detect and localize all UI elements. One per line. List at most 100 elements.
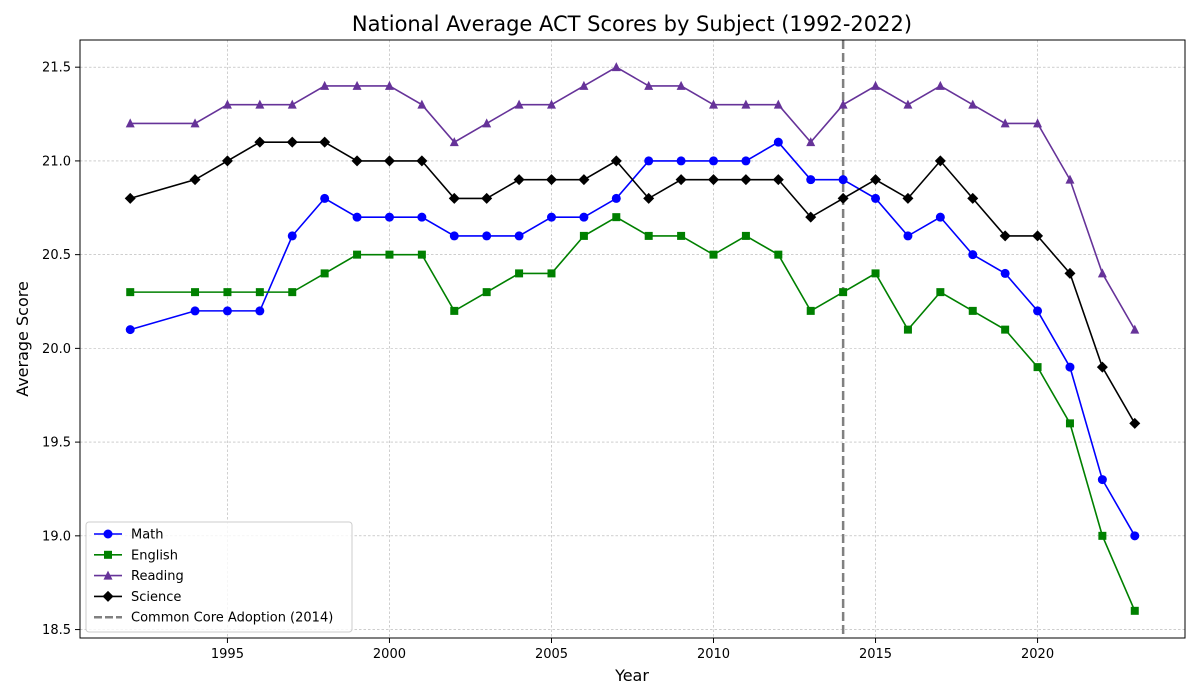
- science-point: [319, 136, 331, 148]
- legend-science-label: Science: [131, 590, 181, 605]
- reading-point: [255, 99, 265, 109]
- science-point: [254, 136, 266, 148]
- science-point: [675, 174, 687, 186]
- x-tick-label: 2000: [373, 647, 406, 662]
- english-point: [353, 250, 362, 259]
- math-point: [352, 212, 362, 222]
- legend-english-marker: [104, 550, 112, 559]
- reading-series: [125, 62, 1140, 334]
- reading-point: [222, 99, 232, 109]
- math-point: [935, 212, 945, 222]
- reading-point: [352, 80, 362, 90]
- english-point: [677, 231, 686, 240]
- english-point: [547, 269, 556, 278]
- math-point: [546, 212, 556, 222]
- science-point: [643, 192, 655, 204]
- y-tick-label: 19.0: [42, 529, 71, 544]
- math-point: [1097, 475, 1107, 485]
- english-point: [839, 288, 848, 297]
- reading-point: [417, 99, 427, 109]
- math-point: [709, 156, 719, 166]
- science-point: [837, 192, 849, 204]
- reading-point: [903, 99, 913, 109]
- legend-math-label: Math: [131, 528, 164, 543]
- english-point: [126, 288, 135, 297]
- math-series: [125, 137, 1140, 541]
- reading-point: [871, 80, 881, 90]
- y-tick-label: 21.0: [42, 154, 71, 169]
- y-axis-label: Average Score: [13, 281, 32, 397]
- english-point: [871, 269, 880, 278]
- grid-lines: [80, 40, 1185, 638]
- science-point: [870, 174, 882, 186]
- reading-line: [130, 66, 1136, 331]
- science-point: [351, 155, 363, 167]
- math-line: [130, 141, 1136, 537]
- reading-point: [1065, 174, 1075, 184]
- reading-point: [320, 80, 330, 90]
- science-point: [967, 192, 979, 204]
- reading-point: [968, 99, 978, 109]
- math-point: [579, 212, 589, 222]
- english-point: [223, 288, 232, 297]
- math-point: [773, 137, 783, 147]
- reading-point: [190, 118, 200, 128]
- science-point: [481, 192, 493, 204]
- reading-point: [676, 80, 686, 90]
- math-point: [222, 306, 232, 316]
- english-point: [482, 288, 491, 297]
- reading-point: [1097, 268, 1107, 278]
- english-point: [1130, 606, 1139, 615]
- science-point: [286, 136, 298, 148]
- legend-reading-label: Reading: [131, 569, 184, 584]
- math-point: [1000, 268, 1010, 278]
- math-point: [806, 175, 816, 185]
- math-point: [676, 156, 686, 166]
- english-point: [709, 250, 718, 259]
- english-point: [255, 288, 264, 297]
- science-point: [1064, 267, 1076, 279]
- english-point: [320, 269, 329, 278]
- reading-point: [579, 80, 589, 90]
- reading-point: [644, 80, 654, 90]
- x-tick-label: 2015: [859, 647, 892, 662]
- english-point: [903, 325, 912, 334]
- x-axis-label: Year: [614, 666, 649, 685]
- legend-english-label: English: [131, 548, 178, 563]
- reading-point: [514, 99, 524, 109]
- english-point: [1033, 363, 1042, 372]
- reading-point: [1033, 118, 1043, 128]
- science-point: [740, 174, 752, 186]
- science-point: [1129, 417, 1141, 429]
- math-point: [449, 231, 459, 241]
- science-point: [610, 155, 622, 167]
- y-axis-ticks: 18.5 19.0 19.5 20.0 20.5 21.0 21.5: [42, 61, 80, 638]
- y-tick-label: 20.5: [42, 248, 71, 263]
- english-point: [1098, 531, 1107, 540]
- english-point: [774, 250, 783, 259]
- math-point: [644, 156, 654, 166]
- reading-point: [482, 118, 492, 128]
- legend-box: [85, 521, 353, 633]
- legend-reading-marker: [103, 570, 113, 580]
- english-point: [968, 306, 977, 315]
- math-point: [1065, 362, 1075, 372]
- reading-point: [935, 80, 945, 90]
- english-point: [936, 288, 945, 297]
- english-point: [515, 269, 524, 278]
- english-point: [191, 288, 200, 297]
- english-point: [579, 231, 588, 240]
- science-point: [578, 174, 590, 186]
- x-axis-ticks: 1995 2000 2005 2010 2015 2020: [211, 638, 1054, 662]
- math-point: [255, 306, 265, 316]
- math-point: [287, 231, 297, 241]
- science-point: [124, 192, 136, 204]
- y-tick-label: 20.0: [42, 342, 71, 357]
- science-point: [221, 155, 233, 167]
- science-line: [130, 141, 1136, 424]
- x-tick-label: 2005: [535, 647, 568, 662]
- math-point: [417, 212, 427, 222]
- x-tick-label: 2010: [697, 647, 730, 662]
- math-point: [514, 231, 524, 241]
